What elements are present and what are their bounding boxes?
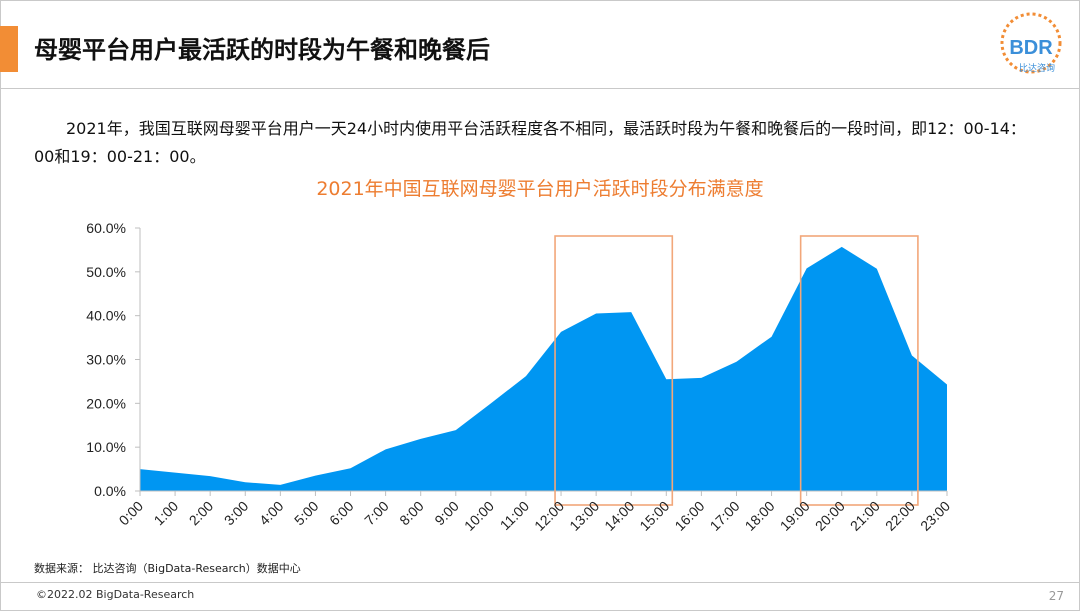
title-accent-bar — [0, 26, 18, 72]
activity-area — [140, 246, 947, 491]
y-tick-label: 30.0% — [86, 352, 126, 368]
x-tick-label: 7:00 — [361, 498, 392, 529]
y-tick-label: 20.0% — [86, 395, 126, 411]
x-tick-label: 16:00 — [671, 498, 707, 534]
x-tick-label: 4:00 — [256, 498, 287, 529]
x-tick-label: 22:00 — [882, 498, 918, 534]
copyright: ©2022.02 BigData-Research — [36, 588, 195, 601]
x-tick-label: 11:00 — [497, 498, 533, 534]
y-tick-label: 10.0% — [86, 439, 126, 455]
x-tick-label: 10:00 — [461, 498, 497, 534]
x-tick-label: 15:00 — [636, 498, 672, 534]
x-tick-label: 2:00 — [186, 498, 217, 529]
y-tick-label: 40.0% — [86, 308, 126, 324]
intro-paragraph: 2021年，我国互联网母婴平台用户一天24小时内使用平台活跃程度各不相同，最活跃… — [34, 119, 1026, 166]
x-tick-label: 13:00 — [566, 498, 602, 534]
y-tick-label: 60.0% — [86, 220, 126, 236]
x-tick-label: 18:00 — [742, 498, 778, 534]
logo-subtext: 比达咨询 — [1019, 62, 1055, 74]
page-number: 27 — [1048, 589, 1064, 603]
x-tick-label: 0:00 — [116, 498, 147, 529]
footer-divider — [0, 582, 1080, 583]
area-chart: 0.0%10.0%20.0%30.0%40.0%50.0%60.0% 0:00 1… — [86, 220, 953, 534]
highlight-box-2 — [799, 235, 919, 506]
x-tick-label: 6:00 — [326, 498, 357, 529]
x-tick-label: 1:00 — [151, 498, 182, 529]
x-tick-label: 8:00 — [396, 498, 427, 529]
logo-text: BDR — [1009, 37, 1053, 59]
y-tick-label: 0.0% — [94, 483, 126, 499]
slide-title: 母婴平台用户最活跃的时段为午餐和晚餐后 — [34, 36, 490, 64]
data-source: 数据来源： 比达咨询（BigData-Research）数据中心 — [34, 562, 301, 575]
header-divider — [0, 88, 1080, 89]
bdr-logo: BDR 比达咨询 — [996, 10, 1066, 80]
x-tick-label: 9:00 — [431, 498, 462, 529]
y-tick-label: 50.0% — [86, 264, 126, 280]
x-tick-label: 5:00 — [291, 498, 322, 529]
x-tick-label: 14:00 — [601, 498, 637, 534]
x-tick-label: 17:00 — [707, 498, 743, 534]
highlight-box-1 — [554, 235, 674, 506]
x-tick-label: 21:00 — [847, 498, 883, 534]
x-tick-label: 19:00 — [777, 498, 813, 534]
chart-title: 2021年中国互联网母婴平台用户活跃时段分布满意度 — [316, 178, 764, 200]
intro-text: 2021年，我国互联网母婴平台用户一天24小时内使用平台活跃程度各不相同，最活跃… — [34, 115, 1044, 171]
x-tick-label: 23:00 — [917, 498, 953, 534]
x-tick-label: 12:00 — [531, 498, 567, 534]
x-tick-label: 3:00 — [221, 498, 252, 529]
x-tick-label: 20:00 — [812, 498, 848, 534]
